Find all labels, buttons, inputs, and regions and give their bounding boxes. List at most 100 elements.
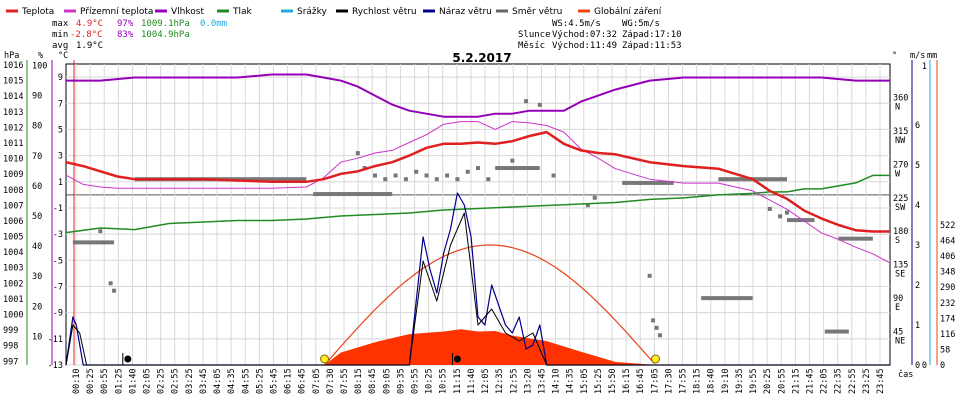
press-tick-8: 1008 <box>3 186 23 196</box>
rain-event-dot-0 <box>124 355 132 363</box>
radiation-clear-sky-curve <box>324 244 655 366</box>
wind-axis-label: m/s <box>910 51 925 61</box>
dir-compass-5: SE <box>895 270 905 280</box>
time-tick-55: 22:55 <box>848 368 858 394</box>
time-tick-29: 12:05 <box>481 368 491 394</box>
time-tick-23: 09:35 <box>396 368 406 394</box>
wind-dir-point-23 <box>647 273 652 278</box>
press-tick-14: 1002 <box>3 279 23 289</box>
time-tick-38: 15:50 <box>608 368 618 394</box>
sun-set: Západ:17:10 <box>622 30 682 40</box>
hum-tick-8: 20 <box>32 302 42 312</box>
wind-dir-point-22 <box>592 195 597 200</box>
time-tick-54: 22:35 <box>834 368 844 394</box>
time-tick-15: 06:15 <box>284 368 294 394</box>
moon-rise: Východ:11:49 <box>552 41 617 51</box>
rain-event-dot-1 <box>453 355 461 363</box>
time-tick-5: 02:05 <box>143 368 153 394</box>
temp-tick-2: 5 <box>58 125 63 135</box>
press-tick-10: 1006 <box>3 217 23 227</box>
rad-tick-1: 464 <box>940 237 955 247</box>
hum-axis-label: % <box>38 51 43 61</box>
dir-compass-4: S <box>895 236 900 246</box>
hum-tick-9: 10 <box>32 332 42 342</box>
time-tick-13: 05:25 <box>255 368 265 394</box>
rad-tick-0: 522 <box>940 221 955 231</box>
temperature-line <box>65 130 890 233</box>
rain-axis-label: mm <box>927 51 937 61</box>
time-tick-2: 00:55 <box>100 368 110 394</box>
press-tick-19: 997 <box>3 357 18 367</box>
hum-tick-3: 70 <box>32 152 42 162</box>
time-tick-28: 11:40 <box>467 368 477 394</box>
dir-compass-2: W <box>895 169 901 179</box>
wind-dir-segment-4 <box>622 180 674 185</box>
wind-dir-point-24 <box>651 318 656 323</box>
stat-min-temp: -2.8°C <box>70 30 103 40</box>
hum-tick-4: 60 <box>32 182 42 192</box>
rad-tick-5: 232 <box>940 299 955 309</box>
sun-marker-sunset <box>651 354 661 364</box>
dir-tick-0: 360 <box>893 93 908 103</box>
press-tick-11: 1005 <box>3 233 23 243</box>
legend-label-7: Směr větru <box>512 7 562 17</box>
time-tick-34: 14:10 <box>552 368 562 394</box>
temp-tick-8: -7 <box>53 282 63 292</box>
rad-tick-9: 0 <box>940 361 945 371</box>
dir-compass-0: N <box>895 102 900 112</box>
dir-tick-4: 180 <box>893 227 908 237</box>
time-tick-8: 03:25 <box>185 368 195 394</box>
wind-dir-point-6 <box>383 177 388 182</box>
wind-dir-point-7 <box>393 173 398 178</box>
hum-tick-2: 80 <box>32 122 42 132</box>
wind-dir-point-12 <box>445 173 450 178</box>
time-tick-14: 05:45 <box>269 368 279 394</box>
wind-dir-point-19 <box>537 102 542 107</box>
hum-tick-7: 30 <box>32 272 42 282</box>
temp-tick-5: -1 <box>53 204 63 214</box>
wind-tick-5: 1 <box>915 321 920 331</box>
dir-compass-6: E <box>895 303 900 313</box>
sun-marker-sunrise <box>320 354 330 364</box>
time-tick-10: 04:05 <box>213 368 223 394</box>
temp-tick-0: 9 <box>58 73 63 83</box>
wind-dir-segment-2 <box>313 192 393 197</box>
wind-dir-point-3 <box>355 151 360 156</box>
wind-speed-info: WS:4.5m/s <box>552 19 601 29</box>
dir-tick-7: 45 <box>893 328 903 338</box>
legend-label-1: Přízemní teplota <box>80 7 153 17</box>
press-tick-16: 1000 <box>3 311 23 321</box>
press-tick-18: 998 <box>3 342 18 352</box>
wind-tick-6: 0 <box>915 361 920 371</box>
press-axis-label: hPa <box>4 51 19 61</box>
dir-axis-label: ° <box>892 51 897 61</box>
time-tick-40: 16:45 <box>636 368 646 394</box>
time-tick-49: 20:25 <box>763 368 773 394</box>
time-tick-56: 23:25 <box>862 368 872 394</box>
wind-dir-point-27 <box>767 206 772 211</box>
press-tick-5: 1011 <box>3 139 23 149</box>
chart-title: 5.2.2017 <box>452 51 511 65</box>
wind-dir-segment-9 <box>838 236 873 241</box>
time-tick-27: 11:15 <box>453 368 463 394</box>
sun-label: Slunce <box>518 30 551 40</box>
rad-tick-7: 116 <box>940 330 955 340</box>
dir-tick-2: 270 <box>893 160 908 170</box>
time-axis: 00:10 00:25 00:55 01:25 01:40 02:05 02:25 02:55… <box>72 368 886 394</box>
stat-avg-temp: 1.9°C <box>76 41 103 51</box>
wind-tick-1: 5 <box>915 161 920 171</box>
legend-label-6: Náraz větru <box>439 7 492 17</box>
temp-axis-label: °C <box>58 51 68 61</box>
hum-tick-6: 40 <box>32 242 42 252</box>
time-tick-52: 21:45 <box>805 368 815 394</box>
press-tick-13: 1003 <box>3 264 23 274</box>
plot-frame <box>65 63 891 366</box>
time-tick-42: 17:30 <box>664 368 674 394</box>
time-tick-41: 17:05 <box>650 368 660 394</box>
dir-compass-1: NW <box>895 136 906 146</box>
press-tick-12: 1004 <box>3 248 23 258</box>
wind-dir-segment-8 <box>824 329 849 334</box>
legend: Teplota Přízemní teplota Vlhkost Tlak Srážky… <box>6 7 662 17</box>
